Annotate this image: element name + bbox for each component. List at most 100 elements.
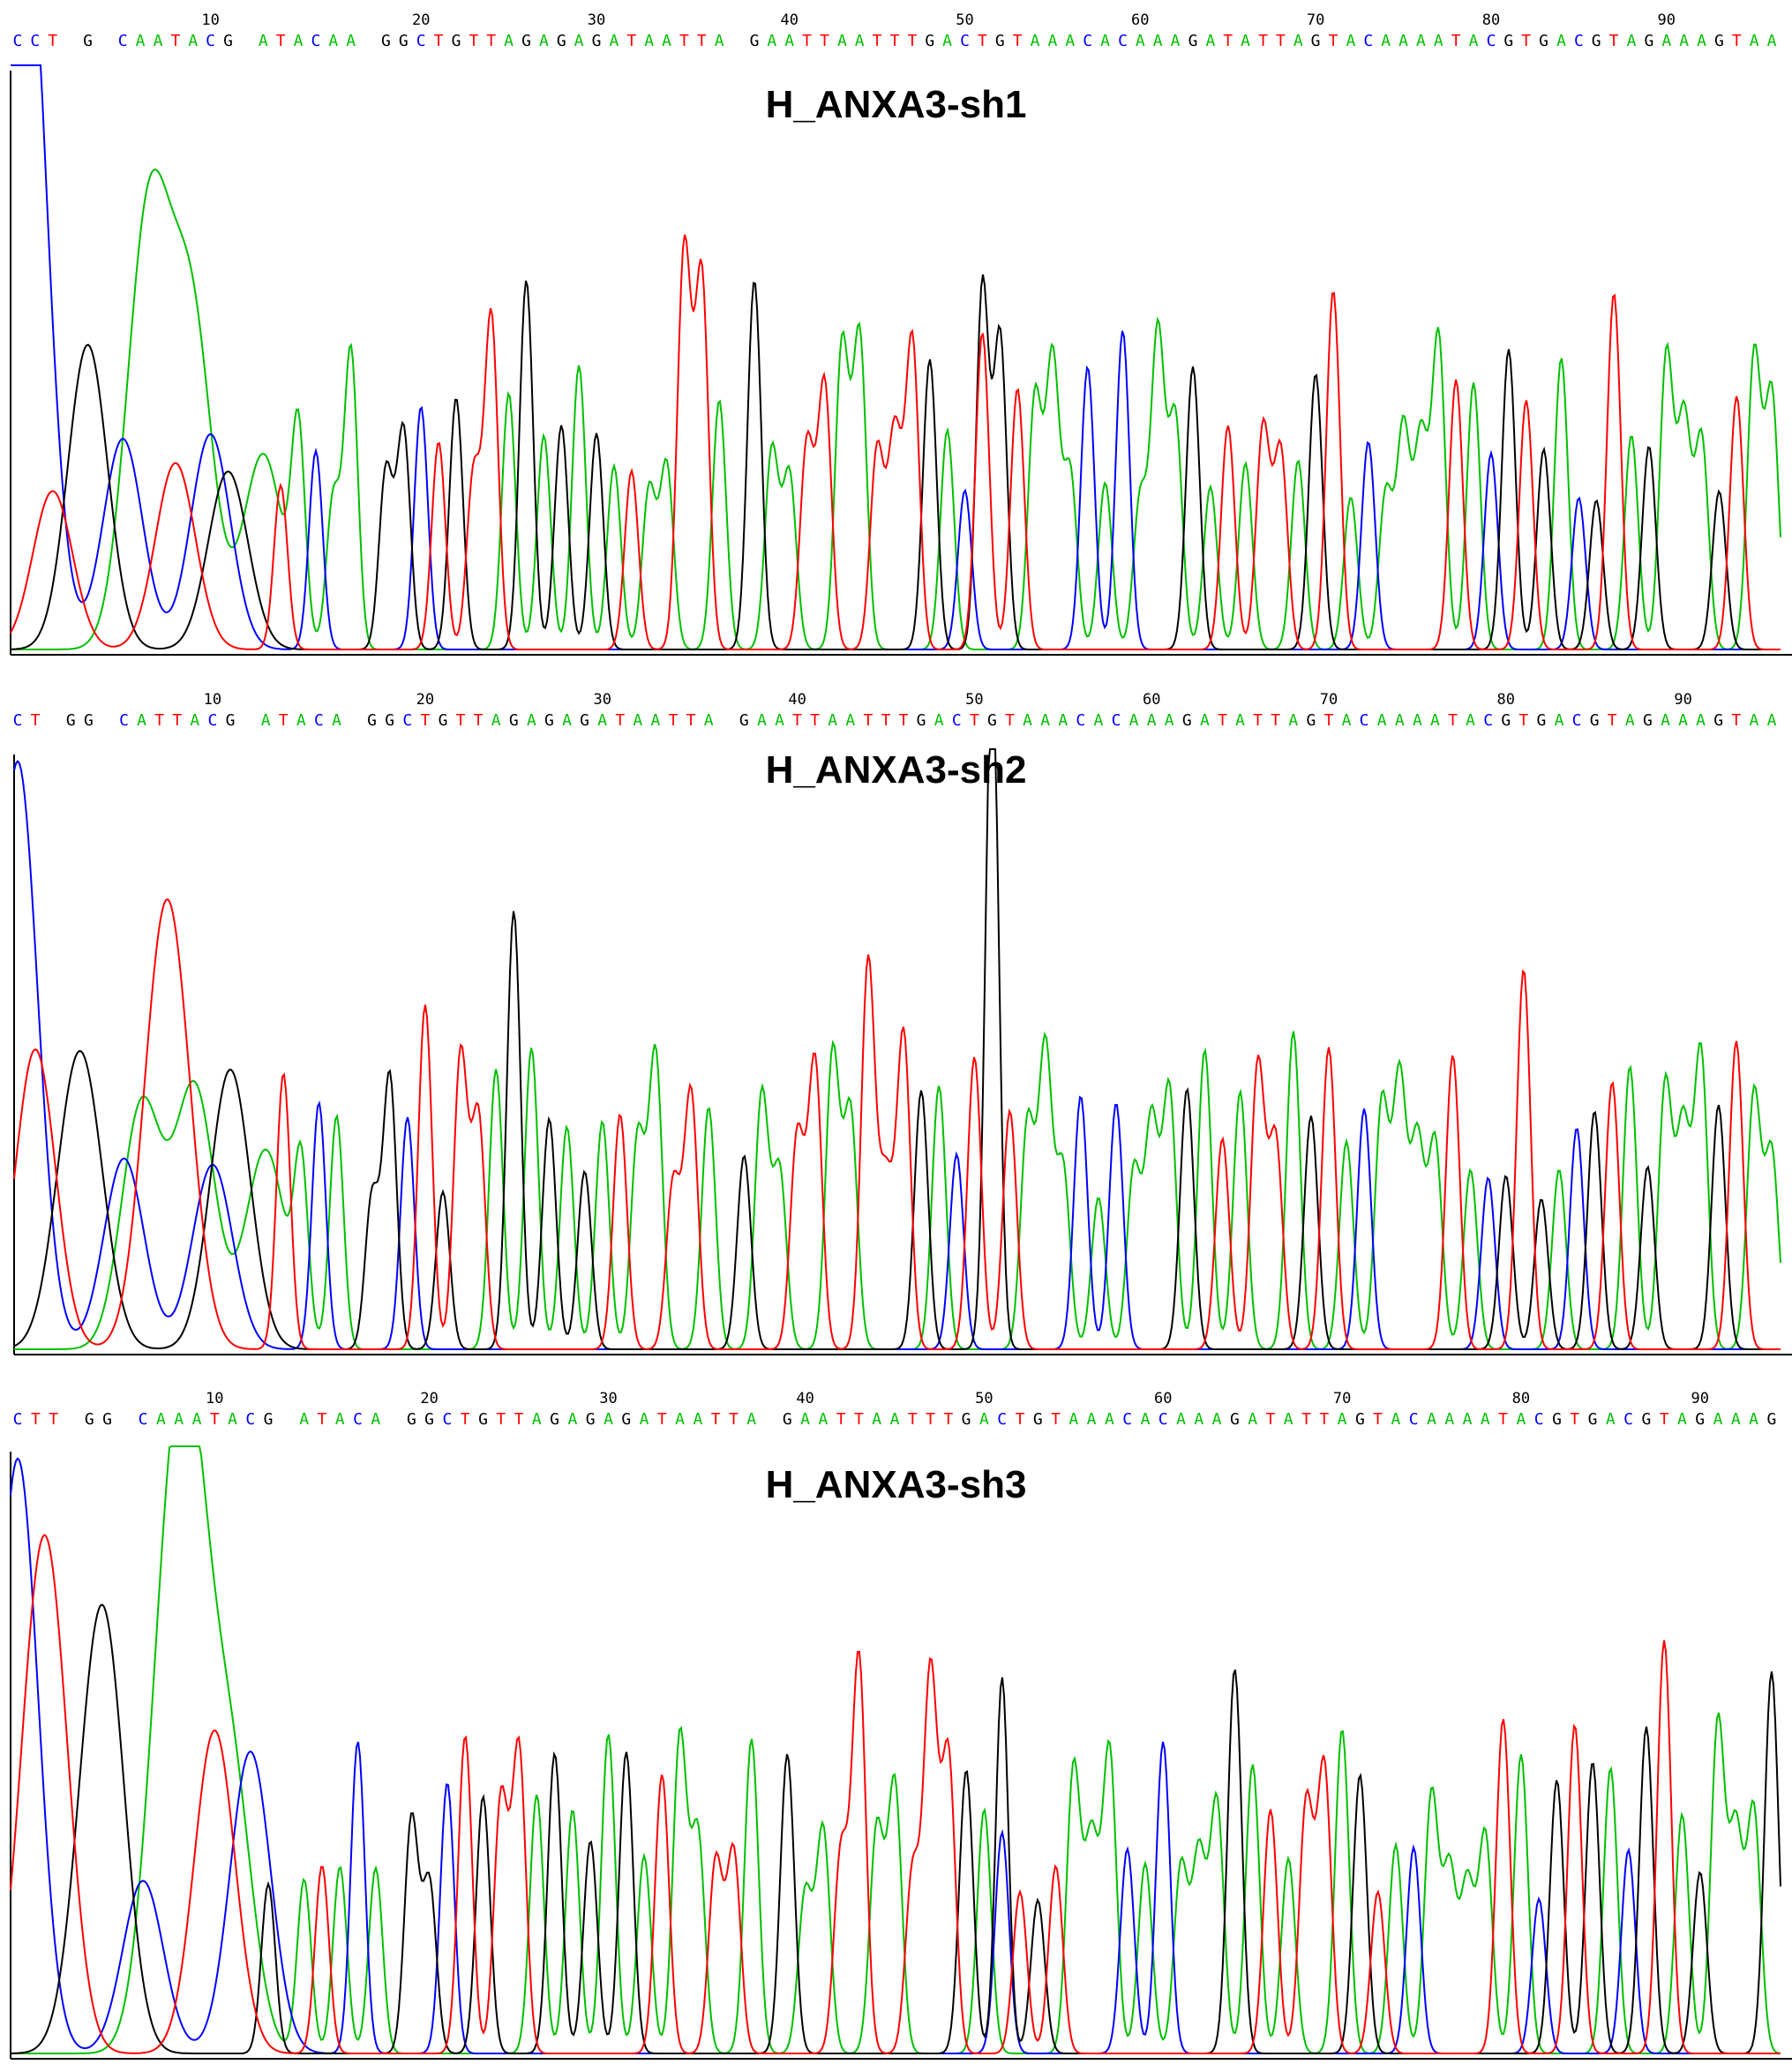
base-call-T: T	[474, 711, 484, 730]
base-call-C: C	[13, 711, 23, 730]
base-call-T: T	[679, 32, 689, 50]
ruler-tick-label: 30	[599, 1390, 617, 1408]
base-call-T: T	[496, 1410, 506, 1429]
base-call-C: C	[139, 1410, 148, 1429]
base-call-A: A	[261, 711, 271, 730]
base-call-A: A	[1248, 1410, 1257, 1429]
base-call-A: A	[644, 32, 654, 50]
base-call-C: C	[311, 32, 320, 50]
base-call-A: A	[1338, 1410, 1347, 1429]
base-call-T: T	[1329, 32, 1338, 50]
base-call-T: T	[1301, 1410, 1311, 1429]
base-call-A: A	[1678, 711, 1688, 730]
base-call-T: T	[31, 711, 41, 730]
base-call-C: C	[1112, 711, 1121, 730]
base-call-A: A	[828, 711, 837, 730]
ruler-tick-label: 90	[1658, 11, 1676, 29]
base-call-A: A	[1627, 32, 1637, 50]
trace-G	[13, 748, 1781, 1350]
base-call-A: A	[890, 1410, 900, 1429]
position-ruler: 10 20 30 40 50 60 70 80 90	[204, 691, 1692, 709]
base-call-C: C	[1118, 32, 1128, 50]
base-call-T: T	[1608, 711, 1617, 730]
base-call-A: A	[1165, 711, 1174, 730]
base-call-A: A	[574, 32, 584, 50]
base-call-A: A	[192, 1410, 202, 1429]
base-call-G: G	[917, 711, 926, 730]
base-call-C: C	[314, 711, 324, 730]
base-call-A: A	[1147, 711, 1157, 730]
base-call-A: A	[837, 32, 847, 50]
base-call-T: T	[1258, 32, 1268, 50]
base-call-G: G	[1592, 32, 1601, 50]
base-call-G: G	[1695, 1410, 1705, 1429]
base-call-A: A	[800, 1410, 810, 1429]
base-call-T: T	[1521, 32, 1531, 50]
base-call-T: T	[978, 32, 987, 50]
base-call-C: C	[1083, 32, 1092, 50]
base-call-G: G	[1714, 32, 1724, 50]
base-call-T: T	[711, 1410, 721, 1429]
base-call-A: A	[633, 711, 642, 730]
ruler-tick-label: 50	[956, 11, 973, 29]
base-call-C: C	[442, 1410, 452, 1429]
base-call-A: A	[1555, 711, 1564, 730]
base-call-A: A	[1288, 711, 1298, 730]
base-call-G: G	[1588, 1410, 1598, 1429]
base-call-G: G	[586, 1410, 596, 1429]
base-call-G: G	[223, 32, 233, 50]
base-call-G: G	[521, 32, 531, 50]
chart-title-3: H_ANXA3-sh3	[765, 1463, 1027, 1506]
base-call-G: G	[739, 711, 749, 730]
ruler-tick-label: 10	[201, 11, 219, 29]
base-call-G: G	[1501, 711, 1511, 730]
base-call-T: T	[31, 1410, 41, 1429]
base-call-A: A	[1205, 32, 1215, 50]
base-call-T: T	[1570, 1410, 1579, 1429]
ruler-tick-label: 80	[1512, 1390, 1530, 1408]
base-call-T: T	[1271, 711, 1280, 730]
base-call-G: G	[1766, 1410, 1776, 1429]
base-call-T: T	[170, 32, 180, 50]
base-call-T: T	[697, 32, 707, 50]
base-call-A: A	[1516, 1410, 1526, 1429]
base-call-A: A	[299, 1410, 309, 1429]
base-call-T: T	[49, 1410, 58, 1429]
base-call-A: A	[1023, 711, 1032, 730]
base-call-A: A	[704, 711, 714, 730]
base-call-A: A	[1606, 1410, 1616, 1429]
base-call-A: A	[1731, 1410, 1741, 1429]
base-call-A: A	[662, 32, 671, 50]
base-call-T: T	[469, 32, 478, 50]
ruler-tick-label: 80	[1497, 691, 1515, 709]
base-call-A: A	[1661, 32, 1671, 50]
base-call-C: C	[1158, 1410, 1168, 1429]
base-call-C: C	[1623, 1410, 1633, 1429]
base-call-G: G	[580, 711, 589, 730]
base-call-G: G	[439, 711, 448, 730]
base-call-A: A	[1200, 711, 1210, 730]
base-call-T: T	[48, 32, 57, 50]
base-call-A: A	[757, 711, 767, 730]
base-call-C: C	[1360, 711, 1369, 730]
base-call-A: A	[259, 32, 268, 50]
base-call-T: T	[1660, 1410, 1669, 1429]
base-call-A: A	[335, 1410, 345, 1429]
base-call-A: A	[1047, 32, 1057, 50]
base-call-A: A	[1398, 32, 1408, 50]
base-call-C: C	[1483, 711, 1493, 730]
base-call-C: C	[402, 711, 412, 730]
base-call-G: G	[1536, 711, 1546, 730]
base-call-C: C	[1363, 32, 1373, 50]
base-call-G: G	[1643, 711, 1653, 730]
base-call-A: A	[1679, 32, 1689, 50]
base-call-A: A	[650, 711, 660, 730]
base-call-T: T	[276, 32, 286, 50]
base-call-A: A	[1444, 1410, 1454, 1429]
base-call-A: A	[1661, 711, 1670, 730]
ruler-tick-label: 70	[1333, 1390, 1351, 1408]
base-call-G: G	[1552, 1410, 1562, 1429]
